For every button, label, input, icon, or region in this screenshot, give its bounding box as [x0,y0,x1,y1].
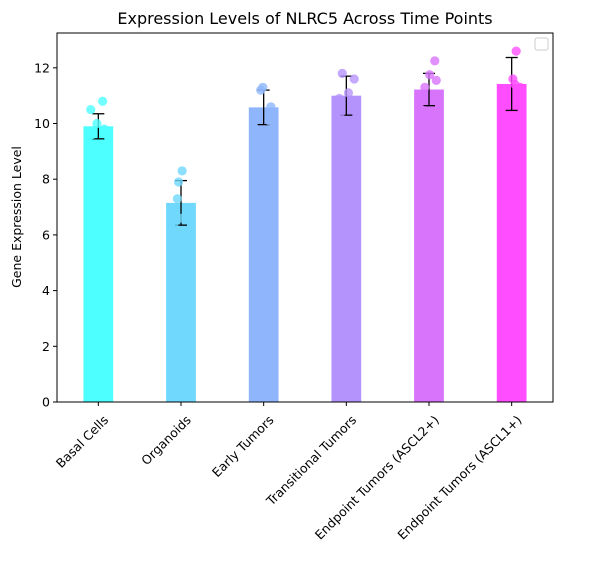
data-points-group [86,46,525,240]
data-point [336,107,346,117]
data-point [425,70,435,80]
data-point [86,104,96,115]
data-point [266,102,276,112]
data-point [511,46,521,56]
data-point [515,82,525,92]
legend-box [534,37,549,51]
chart-title: Expression Levels of NLRC5 Across Time P… [117,9,492,28]
data-point [256,85,266,95]
x-tick-label: Basal Cells [53,412,112,471]
y-tick-label: 4 [42,283,50,298]
data-point [168,230,178,240]
data-point [177,213,187,223]
bars-group [83,83,527,403]
x-tick-label: Organoids [138,412,194,468]
data-point [250,137,260,147]
data-point [337,68,347,78]
data-point [98,96,108,106]
data-point [334,93,344,104]
x-axis-ticks: Basal Cells Organoids Early TumorsTransiti… [53,402,525,542]
y-tick-label: 8 [42,172,50,187]
data-point [250,107,260,117]
data-point [177,166,187,176]
data-point [169,221,179,232]
data-point [422,107,432,117]
data-point [172,194,182,204]
bar-5 [496,83,527,402]
data-point [431,75,441,85]
y-tick-label: 2 [42,339,50,354]
y-axis-ticks: 0 2 4 6 8 10 12 [34,60,57,410]
data-point [347,127,357,137]
data-point [173,177,184,187]
errorbars-group [92,56,518,226]
bar-3 [331,95,362,403]
y-tick-label: 6 [42,227,50,242]
data-point [87,130,97,140]
data-point [349,74,359,84]
data-point [92,118,102,129]
data-point [264,116,274,126]
data-point [430,56,440,66]
data-point [99,124,109,134]
y-tick-label: 10 [34,116,50,131]
data-point [510,120,520,130]
x-tick-label: Transitional Tumors [263,412,360,509]
bar-4 [414,89,444,403]
y-axis-label: Gene Expression Level [9,146,24,288]
data-point [418,91,429,101]
x-tick-label: Early Tumors [209,412,277,480]
data-point [420,82,430,92]
plot-area-frame [56,32,554,403]
y-tick-label: 0 [42,395,50,410]
y-tick-label: 12 [34,60,50,75]
bar-0 [83,126,114,402]
data-point [343,88,354,98]
bar-2 [248,107,279,402]
